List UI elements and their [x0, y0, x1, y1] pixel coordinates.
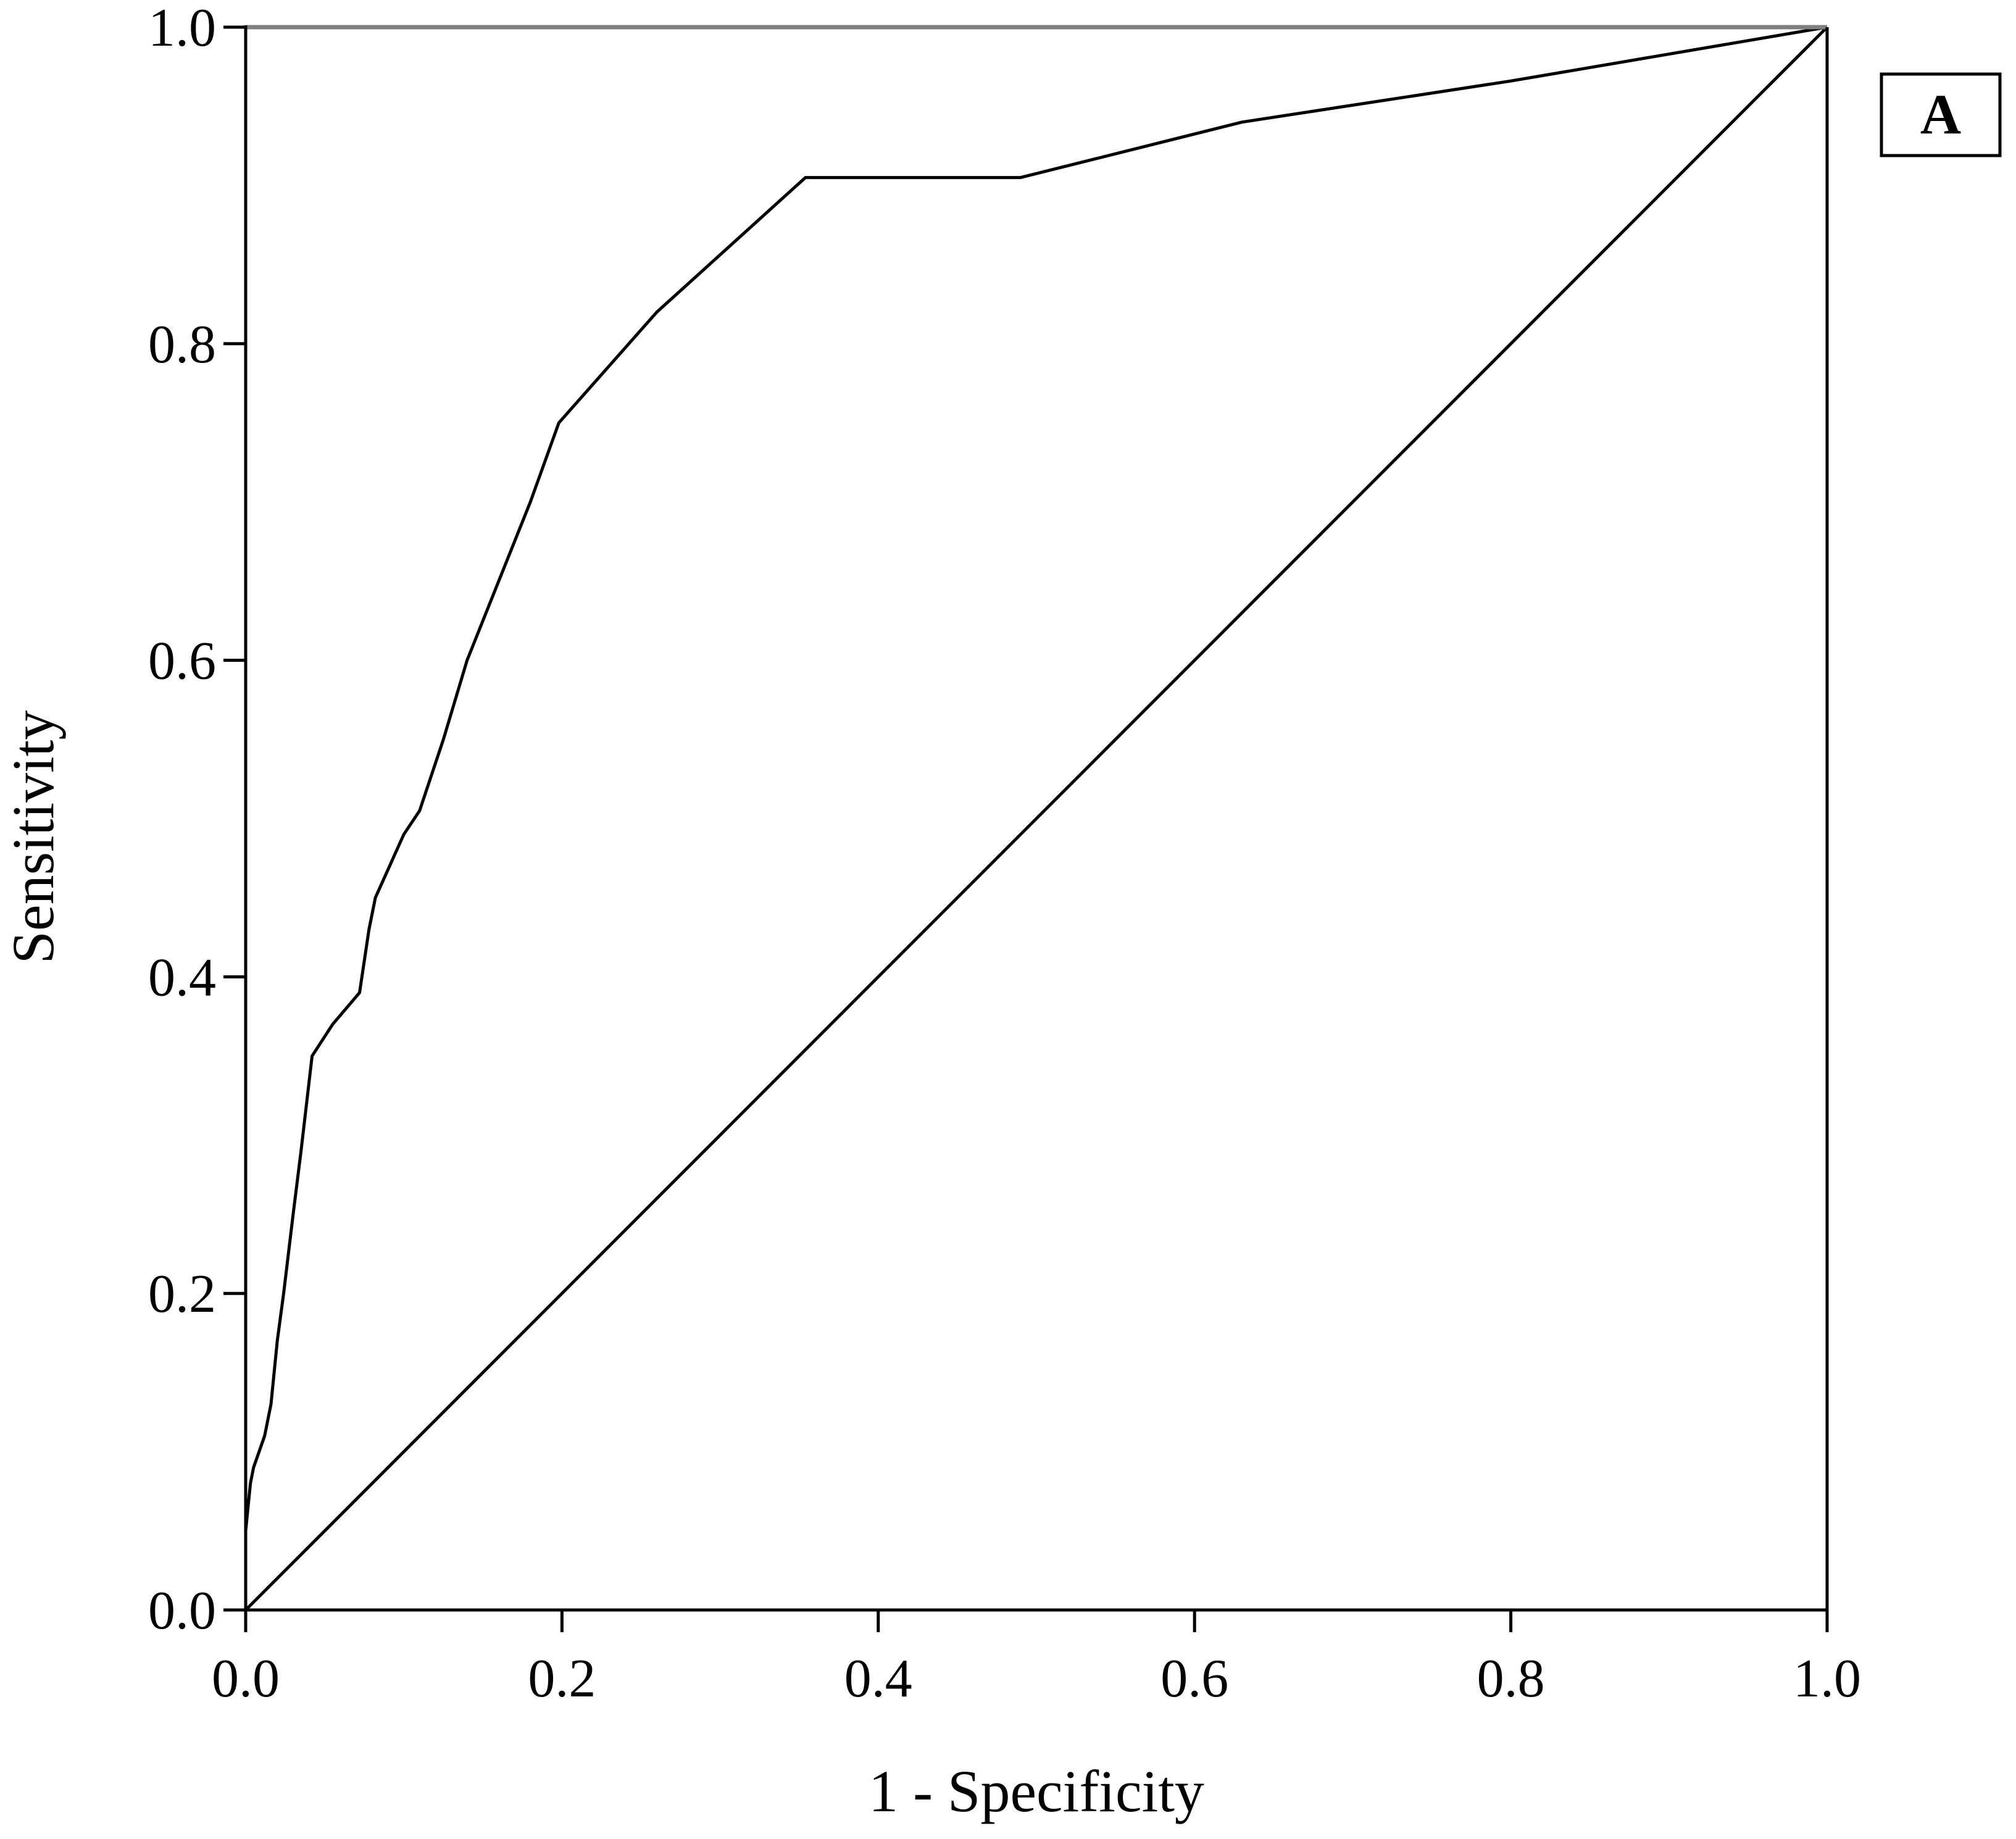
- x-axis-title: 1 - Specificity: [868, 1758, 1204, 1824]
- x-tick-label: 0.8: [1477, 1649, 1545, 1709]
- y-tick-label: 0.8: [148, 315, 216, 375]
- x-tick-label: 0.6: [1160, 1649, 1228, 1709]
- y-tick-label: 0.6: [148, 632, 216, 691]
- y-tick-label: 0.2: [148, 1264, 216, 1324]
- x-tick-label: 0.2: [528, 1649, 596, 1709]
- y-tick-label: 0.0: [148, 1581, 216, 1641]
- x-tick-label: 0.4: [844, 1649, 912, 1709]
- x-tick-label: 1.0: [1793, 1649, 1861, 1709]
- x-tick-label: 0.0: [212, 1649, 280, 1709]
- reference-diagonal-line: [244, 26, 1828, 1611]
- ticks-layer: 0.0 0.2 0.4 0.6 0.8 1.0 0.0 0.2 0.4 0.6 0.8 1.0: [148, 0, 1861, 1709]
- panel-label: A: [1920, 83, 1961, 146]
- y-tick-label: 1.0: [148, 0, 216, 58]
- y-tick-label: 0.4: [148, 948, 216, 1007]
- y-axis-title: Sensitivity: [0, 711, 66, 964]
- roc-curve-line: [244, 25, 1828, 1610]
- panel-label-box: [1880, 72, 2002, 157]
